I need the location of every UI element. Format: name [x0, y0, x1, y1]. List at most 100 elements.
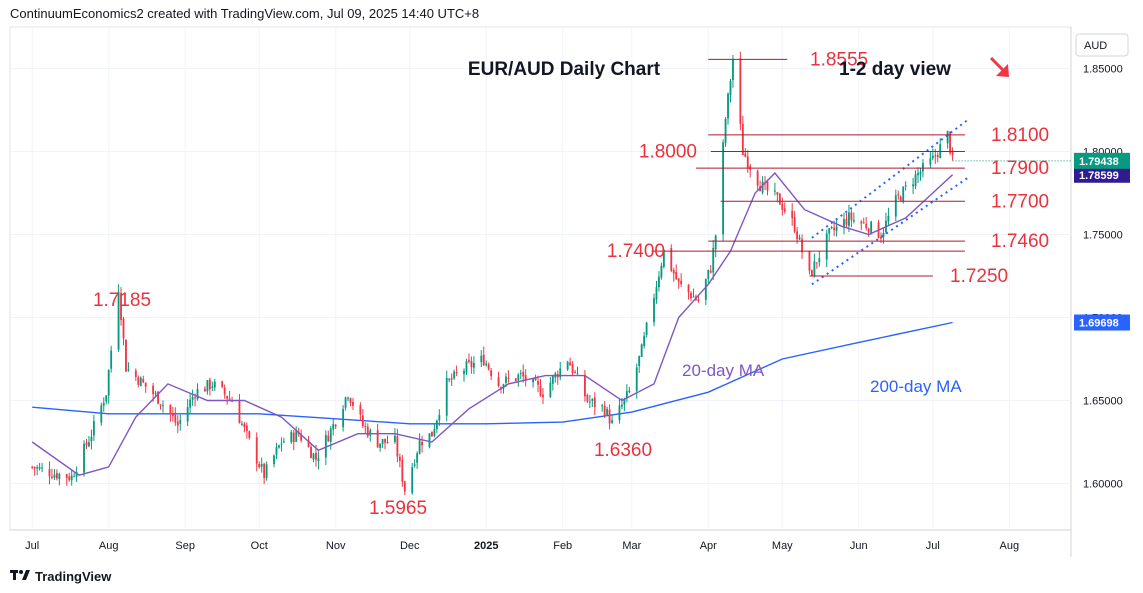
ma200-value-badge: 1.69698 [1079, 318, 1119, 330]
candle-body [576, 373, 579, 375]
candle-body [850, 212, 853, 221]
currency-label: AUD [1084, 40, 1107, 52]
time-tick-label: Oct [251, 540, 268, 552]
candle-body [843, 218, 845, 228]
candle-body [428, 433, 431, 447]
candle-body [455, 372, 458, 374]
candle-body [255, 437, 258, 464]
ma200-label: 200-day MA [870, 377, 962, 396]
candle-body [162, 404, 164, 406]
candle-body [640, 344, 643, 357]
candle-body [653, 298, 655, 323]
candle-body [376, 430, 379, 448]
candle-body [324, 435, 327, 458]
candle-body [463, 370, 465, 375]
candle-body [450, 378, 453, 380]
candle-body [746, 156, 749, 168]
extreme-label: 1.5965 [369, 498, 427, 519]
candle-body [810, 270, 813, 276]
candle-body [744, 153, 747, 157]
candle-body [680, 280, 683, 284]
ma20-value-badge-bg [1074, 166, 1130, 183]
price-axis[interactable]: 1.600001.650001.700001.750001.800001.850… [1074, 33, 1130, 491]
candle-body [280, 443, 283, 445]
candle-body [914, 174, 917, 187]
candle-body [120, 292, 122, 320]
candle-body [882, 232, 885, 238]
candle-body [660, 265, 663, 278]
candle-body [139, 377, 142, 387]
ma20-line [31, 172, 954, 476]
level-label: 1.7900 [991, 158, 1049, 179]
candle-body [435, 420, 438, 430]
candle-body [470, 361, 473, 367]
candle-body [670, 247, 673, 271]
candle-body [300, 434, 303, 441]
candle-body [70, 475, 73, 481]
candles [31, 51, 954, 496]
attribution-text: ContinuumEconomics2 created with Trading… [10, 6, 480, 21]
candle-body [534, 376, 537, 381]
candle-body [507, 377, 510, 379]
time-tick-label: Jul [926, 540, 940, 552]
candle-body [206, 380, 209, 392]
levels: 1.8555 1.8100 1.8000 1.7900 1.7700 1.7460 1.74… [93, 49, 1049, 519]
candle-body [453, 371, 456, 379]
extreme-label: 1.6360 [594, 440, 652, 461]
candle-body [931, 155, 934, 159]
candle-body [312, 453, 315, 460]
candle-body [517, 374, 520, 381]
candle-body [431, 431, 433, 437]
candle-body [174, 414, 177, 423]
level-label: 1.8555 [810, 49, 868, 70]
time-tick-label: 2025 [474, 540, 498, 552]
candle-body [586, 395, 589, 402]
time-tick-label: Nov [326, 540, 346, 552]
ma200-line-group [32, 321, 953, 425]
candle-body [416, 453, 419, 463]
candle-body [258, 463, 261, 468]
time-axis[interactable]: Jul Aug Sep Oct Nov Dec 2025 Feb Mar Apr May Jun Jul… [25, 540, 1019, 552]
candle-body [591, 398, 594, 401]
candle-body [36, 467, 39, 469]
candle-body [347, 397, 349, 399]
candle-body [899, 196, 902, 201]
candle-body [411, 467, 414, 493]
candle-body [870, 221, 873, 234]
candle-body [922, 163, 924, 172]
candle-body [672, 269, 675, 274]
ma20-label: 20-day MA [682, 361, 765, 380]
candle-body [549, 382, 552, 398]
candle-body [142, 379, 145, 383]
candle-body [714, 235, 717, 250]
candle-body [196, 388, 199, 400]
candle-body [315, 452, 317, 460]
candle-body [537, 381, 539, 385]
candle-body [191, 396, 194, 400]
candle-body [204, 388, 206, 392]
candle-body [813, 261, 816, 277]
candle-body [808, 251, 811, 271]
candle-body [709, 270, 712, 273]
candle-body [625, 391, 628, 399]
candle-body [223, 387, 226, 395]
level-label: 1.7460 [991, 231, 1049, 252]
candle-body [421, 441, 423, 446]
candle-body [919, 171, 922, 175]
candle-body [194, 397, 196, 399]
candle-body [727, 93, 729, 119]
tradingview-brand[interactable]: TradingView [10, 568, 111, 584]
candle-body [638, 355, 641, 367]
candle-body [137, 377, 140, 385]
candle-body [41, 467, 44, 469]
candle-body [766, 181, 769, 191]
candle-body [55, 473, 58, 479]
candle-body [265, 464, 268, 478]
view-label: 1-2 day view [839, 59, 951, 80]
candle-body [912, 184, 915, 187]
candle-body [739, 58, 742, 124]
candle-body [418, 440, 421, 454]
candle-body [169, 405, 172, 415]
